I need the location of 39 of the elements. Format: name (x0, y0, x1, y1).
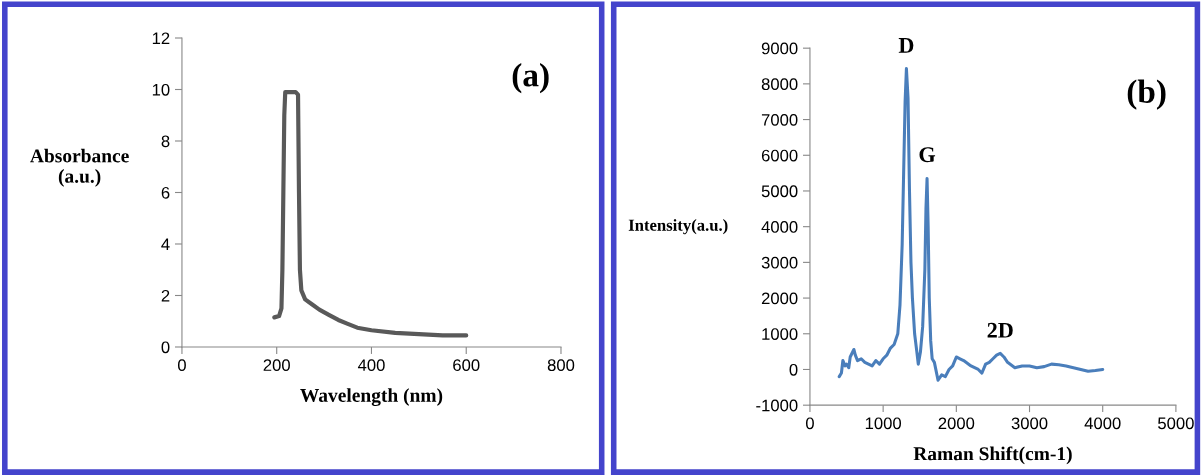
y-tick-label: 9000 (761, 42, 798, 55)
y-tick-label: 8000 (761, 78, 798, 91)
x-tick-label: 0 (805, 417, 814, 430)
x-tick-label: 4000 (1084, 417, 1121, 430)
y-tick-label: 0 (161, 341, 170, 354)
annotation: 2D (987, 322, 1013, 338)
y-axis-title: Absorbance (a.u.) (30, 148, 129, 187)
y-tick-label: 6 (161, 186, 170, 199)
x-tick-label: 600 (453, 359, 480, 372)
x-tick-label: 400 (357, 359, 385, 372)
y-axis-title: Intensity(a.u.) (628, 219, 728, 235)
x-axis-title: Raman Shift(cm-1) (913, 446, 1072, 465)
annotation: G (919, 147, 936, 163)
y-tick-label: 2000 (761, 292, 798, 305)
text: (b) (1127, 79, 1166, 110)
line-series (837, 66, 1105, 382)
y-tick-label: 4000 (761, 221, 798, 233)
x-axis-title: Wavelength (nm) (300, 388, 443, 406)
y-tick-label: 4 (161, 238, 170, 251)
y-tick-label: 3000 (761, 256, 798, 269)
annotation: D (898, 38, 914, 53)
x-tick-label: 5000 (1158, 417, 1194, 430)
x-tick-label: 1000 (865, 417, 902, 430)
line-series (272, 89, 469, 338)
x-tick-label: 800 (547, 359, 575, 372)
x-tick-label: 3000 (1011, 417, 1048, 430)
x-tick-label: 200 (263, 359, 290, 372)
text: (a) (512, 63, 549, 94)
y-tick-label: -1000 (756, 399, 798, 412)
y-tick-label: 8 (161, 135, 170, 148)
y-tick-label: 12 (152, 32, 170, 45)
x-tick-label: 0 (177, 359, 186, 372)
y-tick-label: 10 (152, 83, 170, 96)
y-tick-label: 6000 (761, 149, 798, 162)
x-tick-label: 2000 (938, 417, 975, 430)
y-tick-label: 7000 (761, 113, 798, 126)
y-tick-label: 2 (161, 289, 170, 302)
y-tick-label: 5000 (761, 185, 798, 198)
y-tick-label: 1000 (762, 328, 798, 340)
